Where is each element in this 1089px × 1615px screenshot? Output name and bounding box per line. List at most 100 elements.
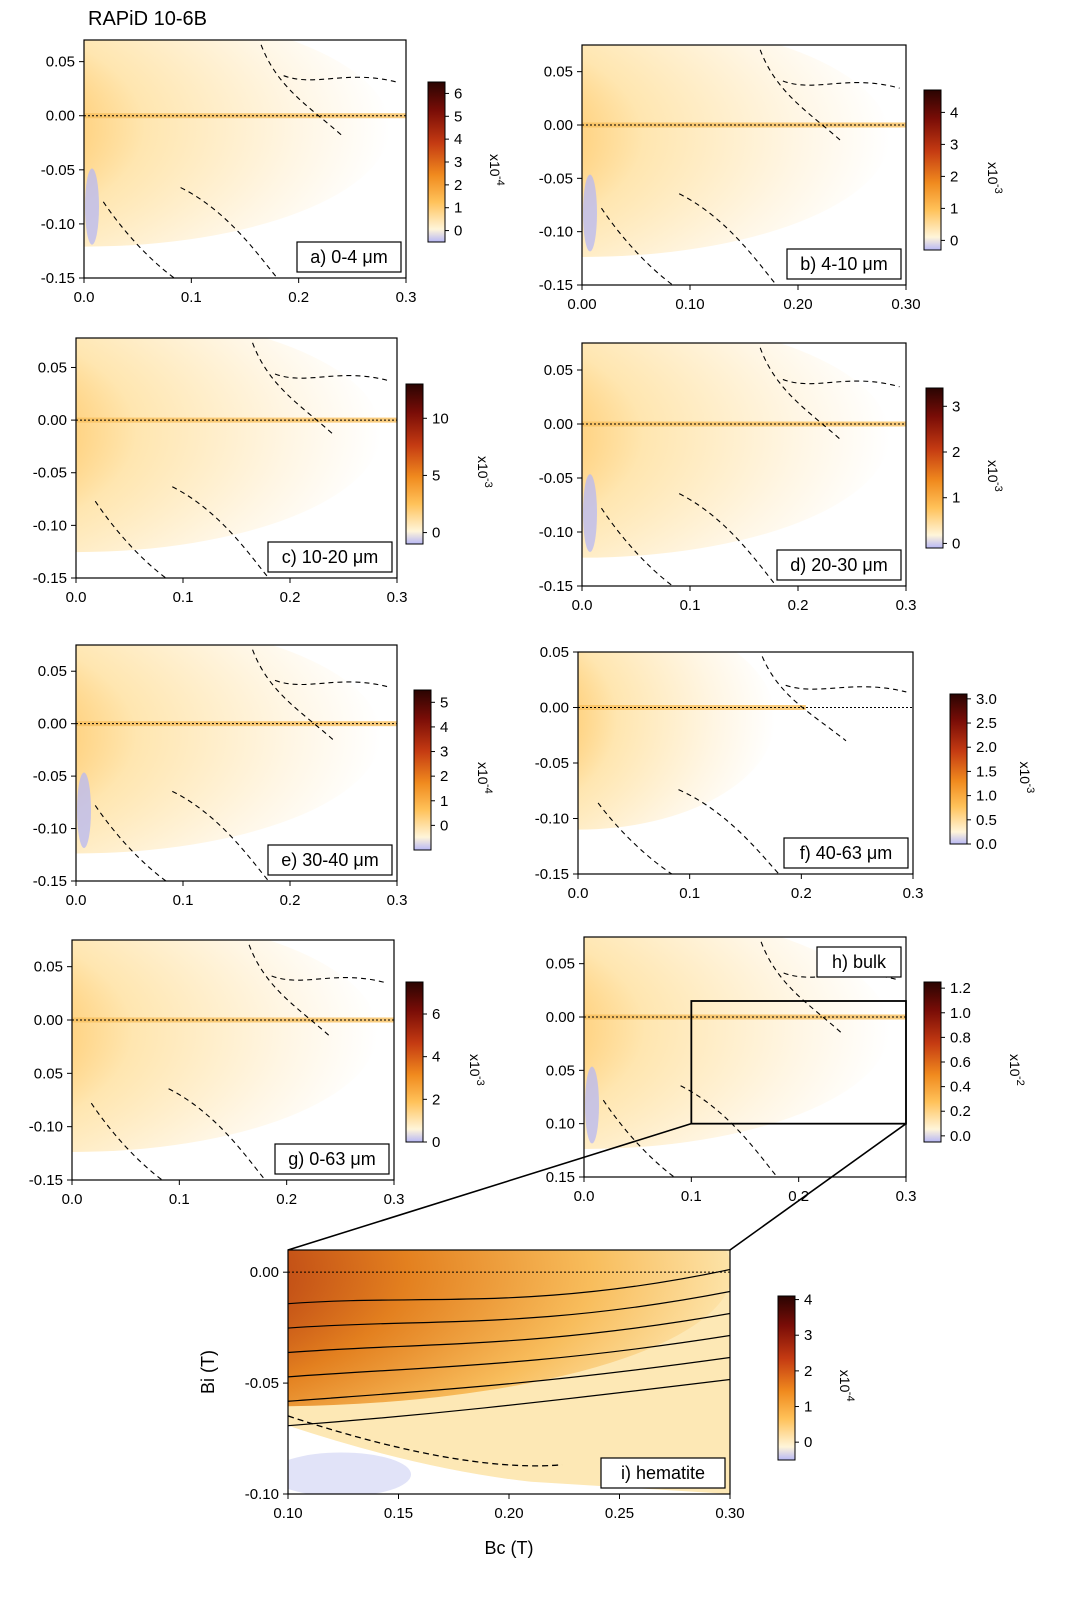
plot-frame [75, 337, 398, 579]
x-tick-label: 0.1 [173, 892, 194, 909]
panel-label: c) 10-20 μm [282, 547, 378, 567]
colorbar-tick-label: 0 [950, 232, 958, 249]
panel-label: h) bulk [832, 952, 887, 972]
heatmap-8 [288, 1250, 730, 1494]
panel-3: 0.05 0.00 -0.05 -0.10 -0.15 0.0 0.1 0.2 0.3 d) 20… [539, 342, 1004, 614]
panel-label: a) 0-4 μm [310, 247, 387, 267]
y-tick-label: 0.00 [46, 108, 75, 125]
y-tick-label: -0.10 [33, 821, 67, 838]
colorbar-exponent: -4 [494, 176, 506, 186]
x-tick-label: 0.10 [273, 1505, 302, 1522]
y-tick-label: -0.05 [535, 755, 569, 772]
colorbar-tick-label: 2 [950, 168, 958, 185]
colorbar-exponent: -4 [482, 784, 494, 794]
colorbar [949, 693, 968, 845]
y-tick-label: -0.10 [539, 224, 573, 241]
panel-6: 0.05 0.00 0.05 -0.10 -0.15 0.0 0.1 0.2 0.3 g) 0-6… [29, 939, 486, 1208]
panel-5: 0.05 0.00 -0.05 -0.10 -0.15 0.0 0.1 0.2 0.3 f) 40… [535, 644, 1036, 902]
colorbar-multiplier: x10-3 [467, 1054, 486, 1086]
y-tick-label: -0.15 [33, 570, 67, 587]
y-tick-label: 0.05 [546, 1062, 575, 1079]
heatmap-0 [84, 40, 406, 278]
colorbar-tick-label: 3 [804, 1327, 812, 1344]
y-tick-label: 0.15 [546, 1169, 575, 1186]
x-tick-label: 0.10 [675, 296, 704, 313]
x-tick-label: 0.2 [788, 597, 809, 614]
colorbar-multiplier: x10-2 [1007, 1054, 1026, 1086]
colorbar-multiplier-text: x10 [985, 460, 1001, 483]
panel-8: 0.00 -0.05 -0.10 0.10 0.15 0.20 0.25 0.30 i) hem… [198, 1249, 856, 1558]
colorbar-multiplier: x10-3 [1017, 762, 1036, 794]
x-tick-label: 0.30 [715, 1505, 744, 1522]
colorbar [923, 89, 942, 251]
heatmap-5 [578, 652, 913, 874]
panel-2: 0.05 0.00 -0.05 -0.10 -0.15 0.0 0.1 0.2 0.3 c) 10… [33, 337, 494, 606]
x-tick-label: 0.2 [788, 1188, 809, 1205]
colorbar-tick-label: 1 [950, 200, 958, 217]
plot-frame [71, 939, 395, 1181]
y-tick-label: -0.15 [41, 270, 75, 287]
x-tick-label: 0.1 [173, 589, 194, 606]
colorbar-tick-label: 0.4 [950, 1079, 971, 1096]
heatmap-2 [76, 338, 397, 578]
panel-label-box [600, 1457, 726, 1489]
y-tick-label: 0.05 [34, 959, 63, 976]
y-tick-label: 0.05 [544, 362, 573, 379]
colorbar-tick-label: 1 [952, 490, 960, 507]
colorbar-tick-label: 5 [432, 467, 440, 484]
colorbar-tick-label: 2 [804, 1363, 812, 1380]
colorbar [405, 981, 424, 1143]
figure-title: RAPiD 10-6B [88, 8, 207, 30]
colorbar-multiplier: x10-3 [475, 456, 494, 488]
panel-label-box [816, 946, 902, 978]
x-tick-label: 0.0 [62, 1191, 83, 1208]
colorbar [405, 383, 424, 545]
plot-frame [581, 44, 907, 286]
colorbar-tick-label: 0.0 [950, 1128, 971, 1145]
colorbar-tick-label: 6 [432, 1006, 440, 1023]
x-tick-label: 0.2 [791, 885, 812, 902]
colorbar-tick-label: 10 [432, 410, 449, 427]
colorbar-tick-label: 5 [454, 108, 462, 125]
x-tick-label: 0.2 [280, 892, 301, 909]
y-tick-label: -0.10 [539, 524, 573, 541]
x-tick-label: 0.0 [572, 597, 593, 614]
x-tick-label: 0.15 [384, 1505, 413, 1522]
panel-label-box [296, 241, 402, 273]
colorbar-tick-label: 1.0 [976, 788, 997, 805]
colorbar-multiplier: x10-4 [475, 762, 494, 794]
y-tick-label: 0.10 [546, 1116, 575, 1133]
x-tick-label: 0.3 [896, 597, 917, 614]
x-tick-label: 0.20 [494, 1505, 523, 1522]
y-tick-label: -0.05 [33, 768, 67, 785]
colorbar-multiplier-text: x10 [475, 456, 491, 479]
y-tick-label: 0.00 [250, 1264, 279, 1281]
colorbar-multiplier-text: x10 [487, 154, 503, 177]
colorbar-exponent: -3 [992, 482, 1004, 492]
x-tick-label: 0.0 [574, 1188, 595, 1205]
y-tick-label: -0.05 [41, 162, 75, 179]
plot-frame [83, 39, 407, 279]
panel-label: b) 4-10 μm [800, 254, 887, 274]
panel-7: 0.05 0.00 0.05 0.10 0.15 0.0 0.1 0.2 0.3 h) bulk 0… [546, 936, 1026, 1205]
x-tick-label: 0.0 [66, 892, 87, 909]
colorbar-multiplier-text: x10 [475, 762, 491, 785]
x-tick-label: 0.30 [891, 296, 920, 313]
colorbar-tick-label: 0.2 [950, 1103, 971, 1120]
panel-label-box [776, 549, 902, 581]
panel-label: g) 0-63 μm [288, 1149, 375, 1169]
y-tick-label: 0.05 [46, 54, 75, 71]
panel-label: e) 30-40 μm [281, 850, 378, 870]
colorbar [413, 689, 432, 851]
y-tick-label: -0.05 [539, 470, 573, 487]
colorbar-tick-label: 3 [950, 136, 958, 153]
colorbar-tick-label: 2 [432, 1091, 440, 1108]
panel-4: 0.05 0.00 -0.05 -0.10 -0.15 0.0 0.1 0.2 0.3 e) 30… [33, 644, 494, 909]
colorbar-tick-label: 1.2 [950, 980, 971, 997]
colorbar [427, 81, 446, 243]
colorbar-tick-label: 0 [804, 1434, 812, 1451]
colorbar-multiplier: x10-4 [487, 154, 506, 186]
y-tick-label: -0.15 [539, 277, 573, 294]
colorbar [925, 387, 944, 549]
colorbar-multiplier-text: x10 [1007, 1054, 1023, 1077]
